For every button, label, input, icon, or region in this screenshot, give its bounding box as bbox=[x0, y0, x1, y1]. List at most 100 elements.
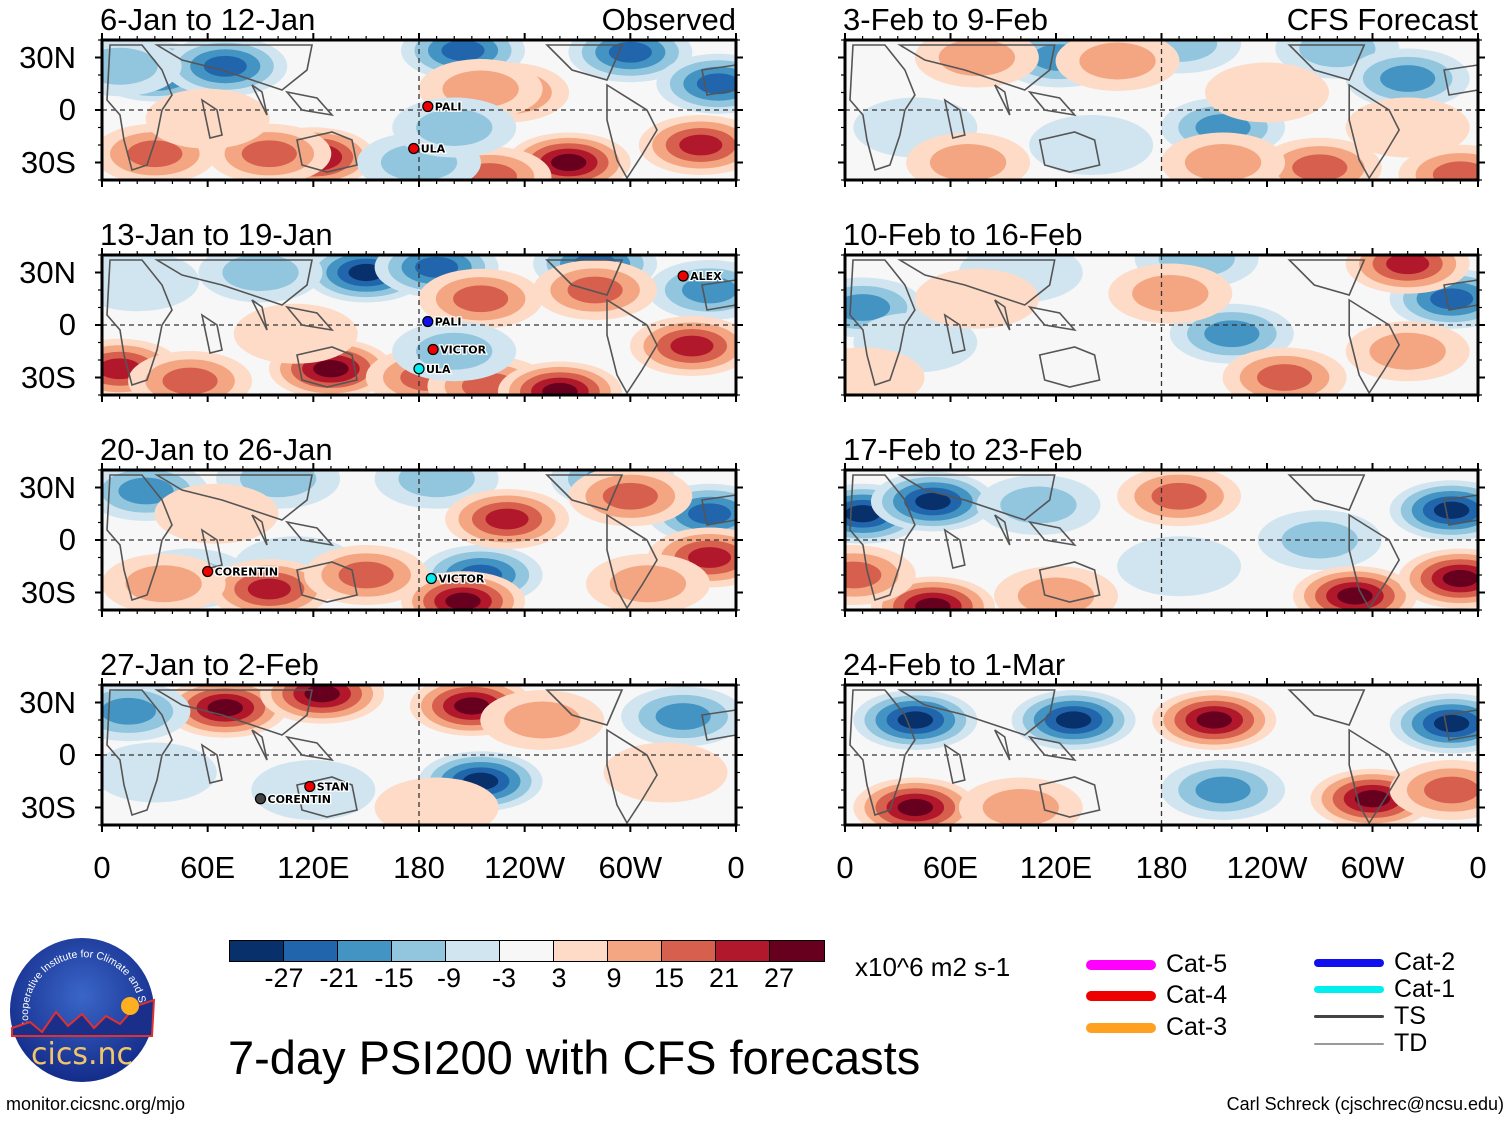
storm-label: VICTOR bbox=[438, 573, 485, 586]
coastline bbox=[154, 259, 313, 306]
colorbar-level-label: -9 bbox=[436, 963, 461, 993]
coastline bbox=[1443, 709, 1478, 741]
anomaly-contour bbox=[416, 109, 493, 146]
anomaly-contour bbox=[915, 597, 951, 610]
x-tick-label: 180 bbox=[1135, 850, 1188, 885]
anomaly-contour bbox=[1442, 569, 1478, 588]
coastline bbox=[943, 98, 966, 139]
legend-line-swatch bbox=[1086, 959, 1156, 970]
x-tick-label: 60W bbox=[1340, 850, 1405, 885]
coastline bbox=[296, 346, 358, 388]
anomaly-contour bbox=[542, 382, 578, 395]
y-tick-label: 30N bbox=[19, 39, 76, 75]
coastline bbox=[200, 98, 223, 139]
storm-track-marker bbox=[422, 100, 434, 113]
coastline bbox=[545, 44, 624, 81]
anomaly-contour bbox=[102, 697, 156, 725]
legend-line-swatch bbox=[1314, 958, 1384, 967]
x-tick-label: 120E bbox=[1019, 850, 1093, 885]
colorbar-level-label: -27 bbox=[264, 963, 304, 993]
coastline bbox=[849, 474, 916, 602]
x-tick-label: 60E bbox=[180, 850, 236, 885]
colorbar-swatch bbox=[500, 941, 554, 961]
coastline bbox=[701, 279, 736, 311]
coastline bbox=[606, 513, 658, 610]
mountain-icon bbox=[11, 998, 156, 1037]
colorbar-level-label: -3 bbox=[491, 963, 516, 993]
legend-label: Cat-3 bbox=[1166, 1013, 1228, 1041]
anomaly-contour bbox=[125, 565, 202, 603]
storm-label: VICTOR bbox=[440, 344, 487, 357]
coastline bbox=[994, 299, 1011, 331]
colorbar-level-label: 27 bbox=[763, 963, 795, 993]
coastline bbox=[545, 259, 624, 296]
panel-title: 3-Feb to 9-Feb bbox=[843, 2, 1049, 37]
anomaly-contour bbox=[1017, 577, 1095, 610]
storm-track-marker bbox=[422, 315, 434, 328]
logo-name: cics.nc bbox=[31, 1037, 133, 1072]
anomaly-contour bbox=[1281, 521, 1358, 559]
colorbar-swatch bbox=[446, 941, 500, 961]
coastline bbox=[606, 298, 658, 395]
anomaly-contour bbox=[1337, 587, 1373, 605]
anomaly-contour bbox=[897, 711, 934, 729]
anomaly-contour bbox=[233, 303, 358, 364]
x-tick-label: 0 bbox=[727, 850, 745, 885]
anomaly-contour bbox=[416, 332, 493, 370]
anomaly-contour bbox=[1345, 97, 1470, 158]
y-tick-label: 30S bbox=[20, 144, 76, 180]
coastline bbox=[701, 64, 736, 96]
colorbar bbox=[229, 940, 825, 962]
legend-item: Cat-3 bbox=[1086, 1013, 1227, 1042]
x-tick-label: 180 bbox=[393, 850, 445, 885]
coastline bbox=[994, 84, 1011, 116]
coastline bbox=[251, 84, 268, 116]
anomaly-contour bbox=[1424, 776, 1478, 804]
logo-disc bbox=[10, 938, 154, 1082]
anomaly-contour bbox=[504, 701, 581, 739]
anomaly-contour bbox=[1380, 65, 1436, 92]
anomaly-contour bbox=[670, 335, 714, 357]
legend-item: TD bbox=[1314, 1029, 1427, 1058]
coastline bbox=[154, 689, 313, 736]
legend-line-swatch bbox=[1314, 1015, 1384, 1018]
coastline bbox=[251, 299, 268, 331]
anomaly-contour bbox=[1433, 501, 1470, 519]
anomaly-contour bbox=[1079, 42, 1156, 80]
anomaly-contour bbox=[485, 508, 529, 530]
coastline bbox=[897, 689, 1056, 736]
anomaly-contour bbox=[1196, 711, 1232, 729]
coastline bbox=[1348, 83, 1401, 180]
coastline bbox=[154, 474, 313, 521]
anomaly-contour bbox=[398, 470, 475, 498]
anomaly-contour bbox=[374, 777, 499, 825]
coastline bbox=[106, 474, 173, 602]
legend-item: Cat-1 bbox=[1314, 975, 1455, 1004]
anomaly-contour bbox=[239, 470, 317, 498]
source-url[interactable]: monitor.cicsnc.org/mjo bbox=[6, 1094, 186, 1114]
anomaly-contour bbox=[1132, 275, 1209, 312]
coastline bbox=[1348, 728, 1401, 825]
legend-item: Cat-5 bbox=[1086, 950, 1227, 979]
storm-label: CORENTIN bbox=[215, 566, 278, 579]
coastline bbox=[251, 514, 268, 546]
x-tick-label: 120W bbox=[1226, 850, 1308, 885]
anomaly-contour bbox=[1000, 486, 1077, 524]
coastline bbox=[849, 44, 916, 172]
anomaly-map: PALI ULA bbox=[95, 33, 743, 187]
coastline bbox=[1038, 346, 1101, 388]
panel-title: 27-Jan to 2-Feb bbox=[100, 647, 319, 682]
anomaly-contour bbox=[1055, 711, 1092, 729]
anomaly-contour bbox=[145, 88, 270, 149]
coastline bbox=[849, 259, 916, 387]
anomaly-map bbox=[838, 248, 1485, 402]
storm-label: CORENTIN bbox=[268, 793, 331, 806]
anomaly-contour bbox=[914, 268, 1039, 329]
anomaly-contour bbox=[845, 347, 925, 395]
storm-track-marker bbox=[254, 793, 267, 805]
anomaly-contour bbox=[1430, 288, 1474, 310]
x-tick-label: 0 bbox=[836, 850, 854, 885]
y-tick-label: 0 bbox=[58, 307, 76, 342]
legend-line-swatch bbox=[1314, 986, 1384, 993]
coastline bbox=[1038, 776, 1101, 818]
